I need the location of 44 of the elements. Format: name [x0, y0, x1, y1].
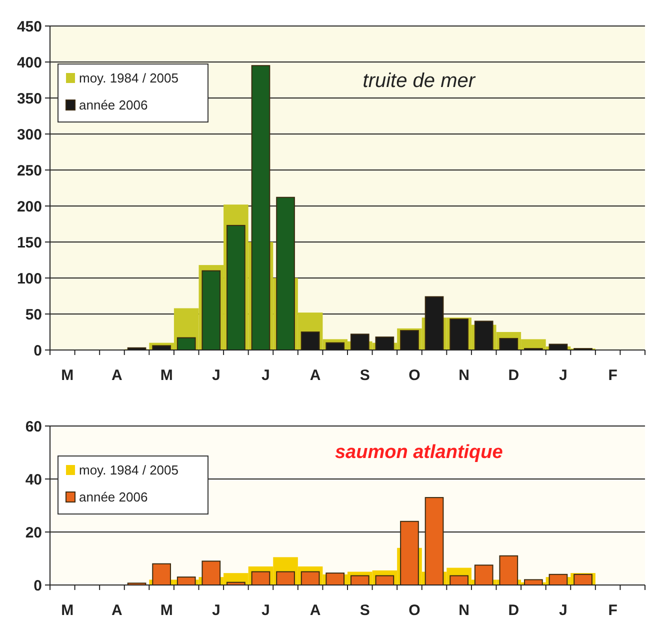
y-tick-label: 150	[16, 234, 42, 252]
x-tick-label: A	[310, 367, 321, 384]
x-tick-label: S	[360, 602, 370, 619]
x-tick-label: O	[408, 367, 421, 384]
text: truite de mer	[362, 70, 476, 92]
y-tick-label: 50	[25, 306, 42, 324]
x-tick-label: M	[61, 602, 74, 619]
y-tick-label: 20	[25, 524, 42, 542]
x-tick-label: J	[212, 602, 220, 619]
x-tick-label: J	[559, 367, 568, 384]
x-tick-label: S	[360, 367, 370, 384]
y-tick-label: 300	[16, 126, 42, 144]
y-tick-label: 60	[25, 418, 42, 436]
x-tick-label: M	[160, 367, 173, 384]
legend-label: moy. 1984 / 2005	[79, 462, 178, 478]
legend-label: année 2006	[79, 98, 148, 113]
y-tick-label: 350	[16, 90, 42, 108]
x-tick-label: D	[508, 602, 520, 619]
y-tick-label: 250	[16, 162, 42, 180]
x-tick-label: M	[61, 367, 74, 384]
y-tick-label: 450	[16, 18, 42, 36]
y-tick-label: 40	[25, 471, 42, 488]
x-tick-label: A	[112, 602, 123, 619]
x-tick-label: F	[608, 602, 618, 619]
x-tick-label: J	[212, 367, 220, 384]
x-tick-label: A	[112, 367, 123, 384]
y-tick-label: 0	[34, 342, 42, 360]
x-tick-label: M	[160, 602, 173, 619]
x-tick-label: F	[608, 367, 618, 384]
legend-label: moy. 1984 / 2005	[79, 70, 178, 86]
y-tick-label: 100	[16, 270, 42, 288]
x-tick-label: J	[262, 367, 270, 384]
y-tick-label: 200	[16, 198, 42, 216]
legend-label: année 2006	[79, 490, 148, 505]
x-tick-label: J	[262, 602, 270, 619]
x-tick-label: O	[408, 602, 421, 619]
text: saumon atlantique	[334, 442, 504, 463]
y-tick-label: 400	[16, 54, 42, 72]
x-tick-label: N	[458, 602, 470, 619]
x-tick-label: A	[310, 602, 321, 619]
y-tick-label: 0	[34, 577, 42, 594]
x-tick-label: D	[508, 367, 520, 384]
x-tick-label: N	[458, 367, 470, 384]
x-tick-label: J	[559, 602, 568, 619]
